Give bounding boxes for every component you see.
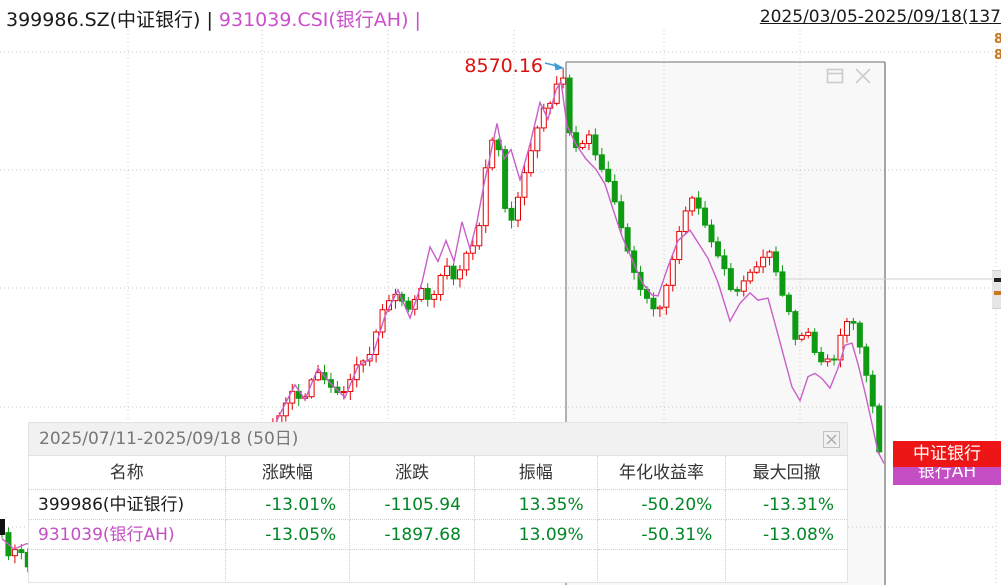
date-range-button[interactable]: 2025/03/05-2025/09/18(137 <box>759 7 1001 27</box>
row-1-value-0: -13.05% <box>225 520 351 550</box>
row-0-value-4: -13.31% <box>726 490 847 520</box>
close-selection-icon[interactable] <box>852 65 874 87</box>
legend-separator-2: | <box>414 9 421 31</box>
col-header-3: 振幅 <box>474 456 598 490</box>
col-header-1: 涨跌幅 <box>225 456 351 490</box>
col-header-4: 年化收益率 <box>597 456 727 490</box>
row-0-value-1: -1105.94 <box>350 490 475 520</box>
clipped-left-label <box>0 519 5 535</box>
close-stats-icon[interactable] <box>823 431 840 448</box>
col-header-2: 涨跌 <box>350 456 475 490</box>
row-0-value-3: -50.20% <box>597 490 727 520</box>
peak-price-label: 8570.16 <box>464 55 543 77</box>
row-name-0: 399986(中证银行) <box>29 490 226 520</box>
row-name-1: 931039(银行AH) <box>29 520 226 550</box>
row-1-value-4: -13.08% <box>726 520 847 550</box>
row-1-value-3: -50.31% <box>597 520 727 550</box>
table-row: 399986(中证银行) -13.01% -1105.94 13.35% -50.20%… <box>29 490 847 520</box>
clipped-price-tag <box>992 270 1001 309</box>
row-0-value-2: 13.35% <box>474 490 598 520</box>
legend-separator: | <box>206 9 213 31</box>
chart-legend: 399986.SZ(中证银行) | 931039.CSI(银行AH) | <box>6 5 427 32</box>
legend-symbol-primary: 399986.SZ(中证银行) <box>6 9 201 31</box>
range-stats-table: 名称 涨跌幅 涨跌 振幅 年化收益率 最大回撤 399986(中证银行) -13.01% -11… <box>29 456 848 581</box>
legend-symbol-secondary: 931039.CSI(银行AH) <box>218 9 409 31</box>
range-stats-panel: 2025/07/11-2025/09/18 (50日) 名称 涨跌幅 涨跌 振幅 年化收… <box>28 422 848 583</box>
series-tag-primary: 中证银行 <box>893 441 1001 467</box>
clipped-axis-label: 8 <box>994 48 1001 59</box>
range-stats-title-bar: 2025/07/11-2025/09/18 (50日) <box>29 423 847 456</box>
restore-window-icon[interactable] <box>824 65 846 87</box>
selection-box-controls <box>824 65 874 87</box>
row-1-value-1: -1897.68 <box>350 520 475 550</box>
col-header-5: 最大回撤 <box>726 456 848 490</box>
row-1-value-2: 13.09% <box>474 520 598 550</box>
range-stats-title: 2025/07/11-2025/09/18 (50日) <box>39 429 299 449</box>
col-header-0: 名称 <box>29 456 226 490</box>
clipped-axis-label: 8 <box>994 32 1001 43</box>
row-0-value-0: -13.01% <box>225 490 351 520</box>
table-row: 931039(银行AH) -13.05% -1897.68 13.09% -50.31%… <box>29 520 847 550</box>
